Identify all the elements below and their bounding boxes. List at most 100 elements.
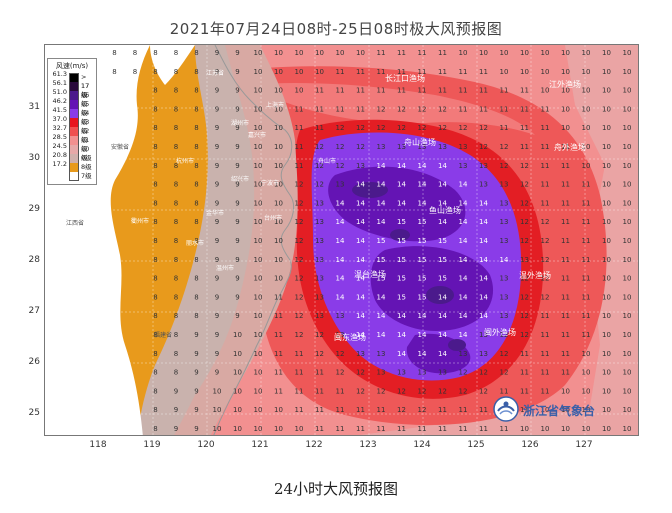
legend-threshold: 41.5 [52, 106, 67, 114]
grid-value: 8 [174, 293, 178, 301]
grid-value: 13 [356, 350, 365, 358]
grid-value: 8 [153, 425, 157, 433]
grid-value: 11 [561, 350, 570, 358]
grid-value: 12 [541, 275, 550, 283]
grid-value: 10 [602, 68, 611, 76]
grid-value: 8 [194, 312, 198, 320]
grid-value: 11 [582, 237, 591, 245]
grid-value: 11 [336, 68, 345, 76]
grid-value: 10 [295, 49, 304, 57]
grid-value: 13 [500, 181, 509, 189]
grid-value: 11 [295, 143, 304, 151]
grid-value: 11 [561, 162, 570, 170]
legend-label: > 17级 [81, 73, 90, 99]
grid-value: 10 [623, 143, 632, 151]
legend-label: 11级 [81, 136, 90, 153]
grid-value: 9 [215, 237, 219, 245]
grid-value: 12 [541, 218, 550, 226]
grid-value: 9 [235, 68, 239, 76]
grid-value: 9 [194, 387, 198, 395]
grid-value: 11 [520, 124, 529, 132]
grid-value: 10 [582, 143, 591, 151]
grid-value: 11 [438, 406, 447, 414]
grid-value: 10 [233, 387, 242, 395]
place-label: 绍兴市 [231, 175, 249, 183]
grid-value: 8 [194, 275, 198, 283]
grid-value: 12 [356, 143, 365, 151]
grid-value: 12 [541, 256, 550, 264]
grid-value: 10 [602, 331, 611, 339]
grid-value: 12 [315, 162, 324, 170]
grid-value: 10 [254, 256, 263, 264]
grid-value: 12 [295, 237, 304, 245]
legend-row: 32.7 12级 [50, 124, 94, 144]
grid-value: 11 [561, 218, 570, 226]
grid-value: 9 [194, 425, 198, 433]
grid-value: 13 [500, 218, 509, 226]
grid-value: 9 [215, 293, 219, 301]
grid-value: 12 [459, 124, 468, 132]
grid-value: 10 [582, 162, 591, 170]
grid-value: 8 [153, 143, 157, 151]
grid-value: 8 [174, 49, 178, 57]
grid-value: 8 [153, 275, 157, 283]
grid-value: 11 [541, 105, 550, 113]
zone-level-16-a [352, 182, 388, 198]
grid-value: 10 [623, 312, 632, 320]
grid-value: 14 [356, 218, 365, 226]
grid-value: 8 [153, 387, 157, 395]
grid-value: 10 [582, 49, 591, 57]
place-label: 舟山市 [318, 157, 336, 165]
grid-value: 11 [315, 425, 324, 433]
grid-value: 8 [153, 68, 157, 76]
place-label: 舟山渔场 [404, 137, 436, 147]
legend-threshold: 51.0 [52, 88, 67, 96]
place-label: 杭州市 [176, 157, 194, 165]
place-label: 衢州市 [131, 217, 149, 225]
grid-value: 13 [397, 369, 406, 377]
grid-value: 11 [541, 181, 550, 189]
grid-value: 11 [500, 425, 509, 433]
grid-value: 12 [479, 369, 488, 377]
zone-level-16-c [390, 229, 410, 241]
legend-swatch [69, 100, 79, 109]
grid-value: 10 [602, 162, 611, 170]
grid-value: 11 [500, 87, 509, 95]
grid-value: 11 [520, 387, 529, 395]
grid-value: 11 [561, 369, 570, 377]
grid-value: 10 [561, 387, 570, 395]
grid-value: 11 [459, 87, 468, 95]
grid-value: 14 [336, 199, 345, 207]
y-tick-28: 28 [28, 255, 40, 265]
grid-value: 11 [438, 425, 447, 433]
grid-value: 12 [315, 143, 324, 151]
x-tick-118: 118 [89, 440, 107, 450]
grid-value: 11 [336, 387, 345, 395]
grid-value: 8 [194, 49, 198, 57]
grid-value: 9 [194, 331, 198, 339]
grid-value: 10 [623, 162, 632, 170]
grid-value: 12 [520, 218, 529, 226]
grid-value: 10 [602, 369, 611, 377]
legend-row: 28.5 11级 [50, 133, 94, 153]
grid-value: 8 [194, 181, 198, 189]
grid-value: 13 [459, 162, 468, 170]
grid-value: 10 [623, 105, 632, 113]
grid-value: 10 [233, 369, 242, 377]
grid-value: 9 [215, 68, 219, 76]
grid-value: 11 [582, 312, 591, 320]
grid-value: 10 [602, 143, 611, 151]
grid-value: 14 [356, 237, 365, 245]
grid-value: 10 [623, 124, 632, 132]
grid-value: 10 [541, 49, 550, 57]
grid-value: 11 [295, 162, 304, 170]
grid-value: 10 [254, 237, 263, 245]
grid-value: 10 [213, 425, 222, 433]
place-label: 湖州市 [231, 119, 249, 127]
grid-value: 10 [254, 293, 263, 301]
grid-value: 10 [213, 387, 222, 395]
grid-value: 10 [233, 331, 242, 339]
grid-value: 12 [295, 331, 304, 339]
grid-value: 15 [438, 256, 447, 264]
grid-value: 11 [541, 369, 550, 377]
